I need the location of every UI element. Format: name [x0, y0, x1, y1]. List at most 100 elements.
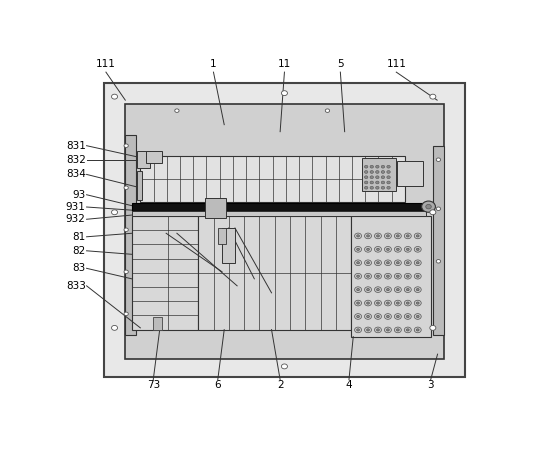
Circle shape: [375, 273, 381, 279]
Circle shape: [426, 204, 431, 209]
Circle shape: [416, 315, 419, 318]
Circle shape: [357, 302, 360, 304]
Circle shape: [357, 288, 360, 291]
Circle shape: [365, 176, 368, 179]
Circle shape: [370, 181, 374, 184]
Circle shape: [376, 165, 379, 168]
Circle shape: [414, 233, 421, 239]
Circle shape: [406, 262, 409, 264]
Bar: [125, 104, 443, 359]
Circle shape: [386, 275, 389, 278]
Circle shape: [386, 248, 389, 250]
Circle shape: [406, 288, 409, 291]
Circle shape: [375, 247, 381, 252]
Circle shape: [281, 364, 287, 369]
Circle shape: [357, 262, 360, 264]
Circle shape: [370, 176, 374, 179]
Bar: [218, 228, 225, 244]
Bar: [137, 151, 150, 168]
Circle shape: [386, 288, 389, 291]
Circle shape: [396, 302, 399, 304]
Circle shape: [386, 235, 389, 237]
Circle shape: [430, 94, 436, 99]
Bar: [104, 83, 465, 377]
Circle shape: [395, 300, 401, 306]
Circle shape: [367, 302, 370, 304]
Circle shape: [436, 259, 441, 263]
Circle shape: [370, 187, 374, 189]
Circle shape: [365, 287, 371, 293]
Circle shape: [376, 171, 379, 173]
Circle shape: [395, 287, 401, 293]
Circle shape: [386, 329, 389, 331]
Circle shape: [357, 275, 360, 278]
Circle shape: [112, 210, 118, 215]
Circle shape: [387, 176, 390, 179]
Circle shape: [387, 171, 390, 173]
Circle shape: [406, 275, 409, 278]
Bar: [199, 216, 351, 329]
Circle shape: [355, 233, 361, 239]
Circle shape: [112, 325, 118, 330]
Circle shape: [376, 176, 379, 179]
Circle shape: [357, 235, 360, 237]
Circle shape: [365, 165, 368, 168]
Circle shape: [375, 233, 381, 239]
Circle shape: [365, 327, 371, 333]
Circle shape: [367, 288, 370, 291]
Circle shape: [395, 247, 401, 252]
Bar: [153, 318, 162, 329]
Circle shape: [355, 287, 361, 293]
Text: 1: 1: [210, 59, 217, 69]
Circle shape: [414, 273, 421, 279]
Circle shape: [381, 171, 385, 173]
Circle shape: [381, 181, 385, 184]
Circle shape: [365, 171, 368, 173]
Circle shape: [385, 287, 391, 293]
Circle shape: [377, 248, 380, 250]
Circle shape: [365, 181, 368, 184]
Circle shape: [376, 187, 379, 189]
Bar: [146, 152, 162, 162]
Circle shape: [357, 315, 360, 318]
Circle shape: [370, 171, 374, 173]
Circle shape: [406, 248, 409, 250]
Circle shape: [124, 144, 128, 147]
Circle shape: [396, 275, 399, 278]
Circle shape: [375, 287, 381, 293]
Bar: [132, 216, 199, 329]
Circle shape: [124, 228, 128, 232]
Text: 11: 11: [278, 59, 291, 69]
Circle shape: [376, 181, 379, 184]
Text: 833: 833: [66, 281, 85, 291]
Circle shape: [430, 325, 436, 330]
Circle shape: [355, 260, 361, 266]
Circle shape: [365, 187, 368, 189]
Text: 832: 832: [66, 155, 85, 165]
Circle shape: [396, 248, 399, 250]
Circle shape: [396, 315, 399, 318]
Circle shape: [385, 233, 391, 239]
Circle shape: [365, 300, 371, 306]
Circle shape: [405, 300, 411, 306]
Circle shape: [355, 327, 361, 333]
Circle shape: [422, 201, 436, 212]
Circle shape: [355, 313, 361, 319]
Circle shape: [414, 300, 421, 306]
Circle shape: [355, 247, 361, 252]
Circle shape: [436, 158, 441, 162]
Circle shape: [377, 315, 380, 318]
Circle shape: [375, 327, 381, 333]
Circle shape: [436, 207, 441, 211]
Circle shape: [365, 233, 371, 239]
Circle shape: [416, 235, 419, 237]
Circle shape: [405, 273, 411, 279]
Circle shape: [414, 327, 421, 333]
Circle shape: [365, 273, 371, 279]
Bar: [125, 135, 136, 335]
Circle shape: [357, 329, 360, 331]
Text: 81: 81: [73, 232, 85, 242]
Circle shape: [281, 91, 287, 96]
Text: 83: 83: [73, 263, 85, 273]
Bar: [132, 203, 426, 211]
